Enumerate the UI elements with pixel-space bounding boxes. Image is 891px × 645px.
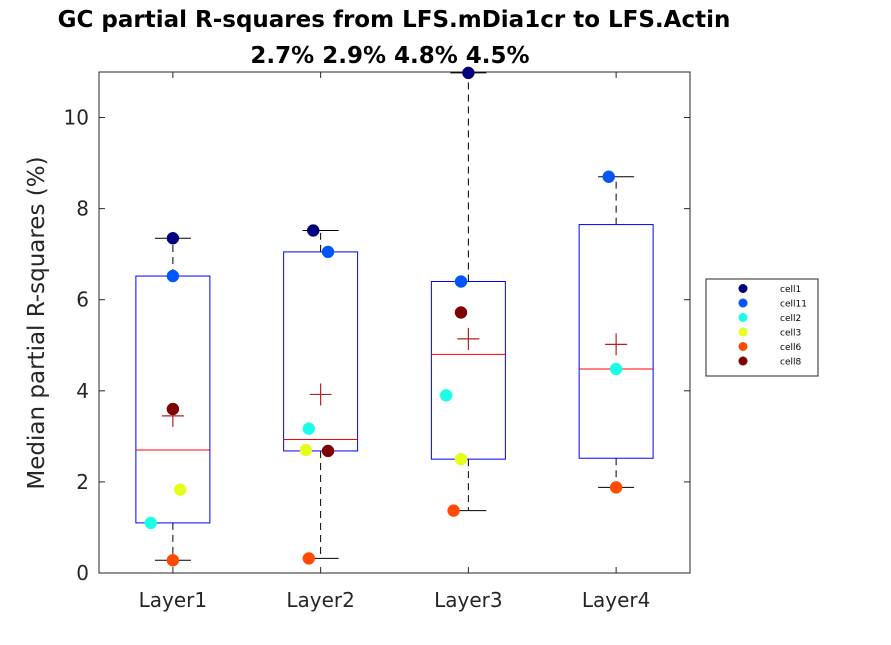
legend-label: cell11 xyxy=(780,300,807,310)
data-point-cell6 xyxy=(166,553,180,567)
data-point-cell8 xyxy=(321,444,335,458)
legend-marker xyxy=(738,298,748,308)
data-point-cell1 xyxy=(166,231,180,245)
legend-marker xyxy=(738,356,748,366)
y-tick-label: 4 xyxy=(76,379,89,403)
plot-area: 0 2 4 6 8 10 Layer1 Layer2 Layer3 Layer4 xyxy=(64,66,691,612)
legend-marker xyxy=(738,327,748,337)
data-point-cell11 xyxy=(166,269,180,283)
legend-marker xyxy=(738,342,748,351)
data-point-cell2 xyxy=(609,362,623,376)
x-tick-label: Layer2 xyxy=(286,588,355,612)
y-axis-label: Median partial R-squares (%) xyxy=(24,156,50,489)
data-point-cell11 xyxy=(602,170,615,184)
data-point-cell6 xyxy=(609,481,623,494)
data-point-cell2 xyxy=(144,516,157,530)
legend-label: cell3 xyxy=(780,329,801,339)
data-point-cell8 xyxy=(454,306,468,319)
data-point-cell2 xyxy=(439,389,453,402)
axes-frame xyxy=(98,71,691,574)
legend[interactable]: cell1 cell11 cell2 cell3 cell6 cell8 xyxy=(705,278,819,377)
data-point-cell2 xyxy=(302,422,316,435)
box xyxy=(430,281,506,460)
legend-label: cell6 xyxy=(780,343,801,353)
legend-label: cell1 xyxy=(780,285,801,295)
y-tick-label: 10 xyxy=(64,106,89,130)
y-tick-label: 6 xyxy=(76,288,89,312)
box xyxy=(578,224,654,459)
data-point-cell11 xyxy=(454,275,468,288)
x-tick-label: Layer1 xyxy=(139,588,208,612)
data-point-cell3 xyxy=(174,483,187,496)
legend-marker xyxy=(738,313,748,322)
data-point-cell1 xyxy=(306,224,320,237)
data-point-cell8 xyxy=(166,402,180,416)
chart-subtitle: 2.7% 2.9% 4.8% 4.5% xyxy=(250,43,529,69)
x-tick-label: Layer4 xyxy=(582,588,651,612)
data-point-cell1 xyxy=(462,66,475,80)
data-point-cell3 xyxy=(299,443,313,457)
legend-box xyxy=(705,278,819,377)
y-tick-label: 0 xyxy=(76,561,89,585)
legend-label: cell2 xyxy=(780,314,801,324)
legend-label: cell8 xyxy=(780,358,801,368)
y-tick-label: 8 xyxy=(76,197,89,221)
data-point-cell3 xyxy=(454,452,468,466)
data-point-cell6 xyxy=(447,504,460,517)
data-point-cell6 xyxy=(302,552,316,565)
x-tick-label: Layer3 xyxy=(434,588,503,612)
y-tick-label: 2 xyxy=(76,470,89,494)
box xyxy=(283,251,359,452)
chart-title: GC partial R-squares from LFS.mDia1cr to… xyxy=(58,7,731,33)
legend-marker xyxy=(738,284,748,293)
data-point-cell11 xyxy=(321,245,335,259)
